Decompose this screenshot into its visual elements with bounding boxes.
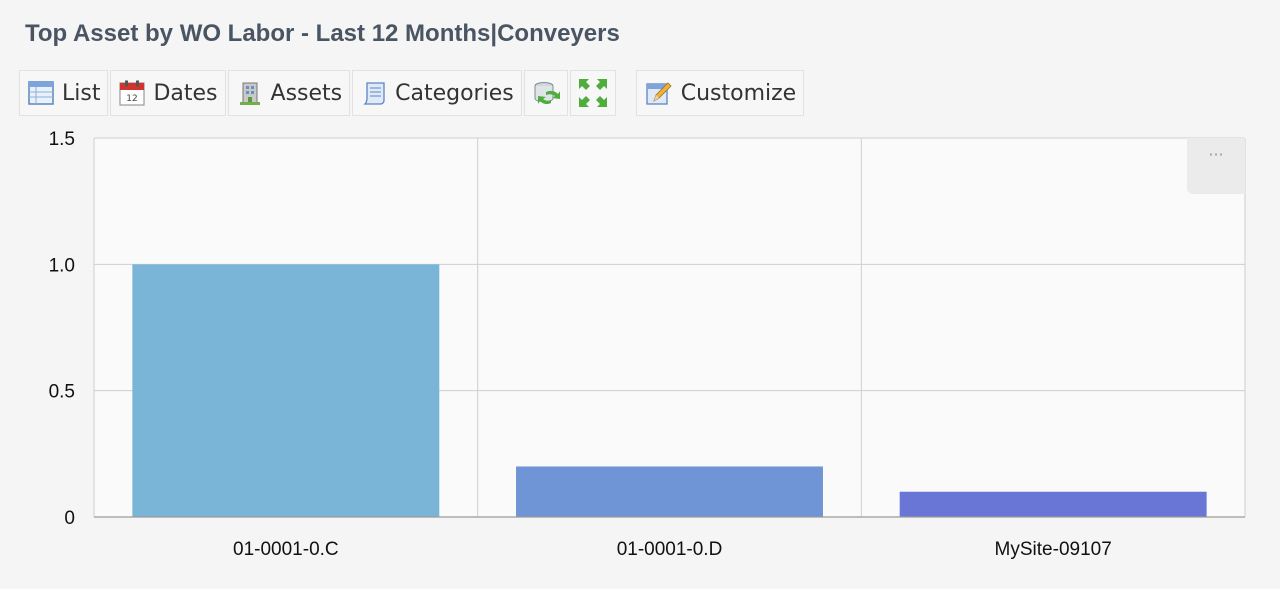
y-tick-label: 1.5: [49, 129, 75, 150]
expand-icon: [577, 77, 609, 109]
scroll-icon: [361, 80, 387, 106]
expand-button[interactable]: [569, 70, 616, 116]
bar: [132, 264, 440, 517]
bar: [899, 491, 1207, 517]
customize-button[interactable]: Customize: [635, 70, 805, 116]
categories-button[interactable]: Categories: [352, 70, 522, 116]
assets-label: Assets: [270, 80, 343, 106]
chart-area: 0 0.5 1.0 1.5 01-0001-0.C 01-0001-0.D MySite-0…: [0, 124, 1280, 589]
edit-icon: [645, 79, 673, 107]
bar-chart: 0 0.5 1.0 1.5 01-0001-0.C 01-0001-0.D MySite-0…: [49, 129, 1246, 560]
chart-toolbar: List 12 Dates Assets: [19, 70, 806, 116]
calendar-icon: 12: [119, 80, 146, 106]
building-icon: [237, 80, 263, 106]
refresh-button[interactable]: [523, 70, 568, 116]
bar: [516, 466, 823, 517]
list-button[interactable]: List: [19, 70, 109, 116]
svg-text:12: 12: [127, 94, 138, 104]
list-label: List: [62, 80, 101, 106]
customize-label: Customize: [680, 80, 797, 106]
categories-label: Categories: [395, 80, 514, 106]
y-tick-label: 0: [64, 508, 75, 529]
y-tick-label: 0.5: [49, 382, 75, 403]
x-tick-label: MySite-09107: [995, 539, 1112, 560]
refresh-icon: [531, 78, 561, 108]
list-icon: [28, 81, 54, 105]
dates-button[interactable]: 12 Dates: [110, 70, 226, 116]
y-tick-label: 1.0: [49, 255, 75, 276]
x-tick-label: 01-0001-0.C: [233, 539, 339, 560]
assets-button[interactable]: Assets: [227, 70, 351, 116]
chart-title: Top Asset by WO Labor - Last 12 Months|C…: [25, 20, 620, 47]
x-tick-label: 01-0001-0.D: [617, 539, 723, 560]
chart-menu-button[interactable]: ···: [1187, 138, 1245, 194]
dates-label: Dates: [153, 80, 218, 106]
